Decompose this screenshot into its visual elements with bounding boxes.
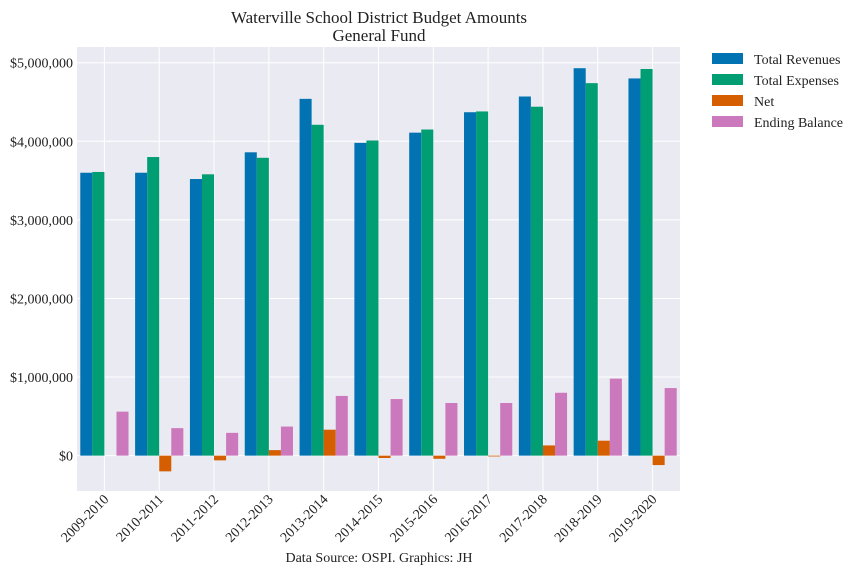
bar xyxy=(500,402,513,456)
bar xyxy=(445,402,458,456)
bar xyxy=(390,399,403,456)
legend-label: Ending Balance xyxy=(754,116,843,131)
bar xyxy=(201,174,215,456)
bar xyxy=(652,455,665,466)
bar xyxy=(311,124,324,456)
legend-label: Total Revenues xyxy=(754,53,841,68)
bar xyxy=(585,83,598,456)
chart-title: Waterville School District Budget Amount… xyxy=(231,8,527,27)
bar xyxy=(597,440,610,456)
x-tick-label: 2015-2016 xyxy=(388,492,442,546)
x-tick-label: 2017-2018 xyxy=(497,492,551,546)
y-tick-label: $4,000,000 xyxy=(10,135,73,150)
y-axis-ticks: $0 $1,000,000 $2,000,000 $3,000,000 $4,000,0… xyxy=(10,57,73,465)
y-tick-label: $3,000,000 xyxy=(10,214,73,229)
bar xyxy=(640,69,653,456)
bar xyxy=(226,432,239,456)
x-tick-label: 2012-2013 xyxy=(223,492,277,546)
bar xyxy=(135,172,148,456)
bar xyxy=(542,445,556,456)
y-tick-label: $0 xyxy=(59,450,73,465)
bar xyxy=(464,112,477,456)
legend-swatch xyxy=(712,53,743,64)
legend: Total Revenues Total Expenses Net Ending Ba… xyxy=(712,53,843,131)
bar xyxy=(530,106,543,456)
bar xyxy=(244,152,257,456)
legend-label: Net xyxy=(754,95,774,110)
bar xyxy=(628,78,641,456)
bar xyxy=(409,132,422,456)
bar xyxy=(299,98,312,456)
x-axis-ticks: 2009-2010 2010-2011 2011-2012 2012-2013 2013… xyxy=(59,492,661,546)
bar xyxy=(92,171,105,456)
bar xyxy=(421,129,434,456)
bar xyxy=(256,157,269,456)
bar xyxy=(476,111,489,456)
bars xyxy=(80,68,677,472)
x-tick-label: 2014-2015 xyxy=(333,492,387,546)
bar xyxy=(189,179,202,456)
bar xyxy=(80,172,93,456)
bar xyxy=(214,455,227,461)
bar xyxy=(159,455,172,472)
bar xyxy=(354,142,367,456)
x-tick-label: 2019-2020 xyxy=(607,492,661,546)
y-tick-label: $5,000,000 xyxy=(10,57,73,72)
bar xyxy=(366,140,379,456)
bar xyxy=(573,68,586,456)
bar xyxy=(664,388,677,456)
bar xyxy=(335,395,348,456)
x-tick-label: 2013-2014 xyxy=(278,492,332,546)
chart-subtitle: General Fund xyxy=(332,26,426,45)
bar xyxy=(609,378,622,456)
bar xyxy=(280,426,293,456)
bar xyxy=(147,157,160,456)
bar xyxy=(555,392,568,456)
x-tick-label: 2016-2017 xyxy=(442,492,496,546)
bar xyxy=(116,411,129,456)
bar xyxy=(171,428,184,456)
legend-swatch xyxy=(712,95,743,106)
x-tick-label: 2010-2011 xyxy=(114,492,167,545)
bar xyxy=(378,455,391,458)
x-tick-label: 2011-2012 xyxy=(169,492,222,545)
legend-swatch xyxy=(712,74,743,85)
y-tick-label: $1,000,000 xyxy=(10,371,73,386)
x-tick-label: 2018-2019 xyxy=(552,492,606,546)
bar xyxy=(518,96,531,456)
x-tick-label: 2009-2010 xyxy=(59,492,113,546)
legend-swatch xyxy=(712,116,743,127)
bar xyxy=(323,429,336,456)
legend-label: Total Expenses xyxy=(754,74,839,89)
data-source-caption: Data Source: OSPI. Graphics: JH xyxy=(285,551,472,566)
bar xyxy=(433,455,446,459)
bar xyxy=(268,450,281,456)
y-tick-label: $2,000,000 xyxy=(10,292,73,307)
bar xyxy=(488,455,501,457)
